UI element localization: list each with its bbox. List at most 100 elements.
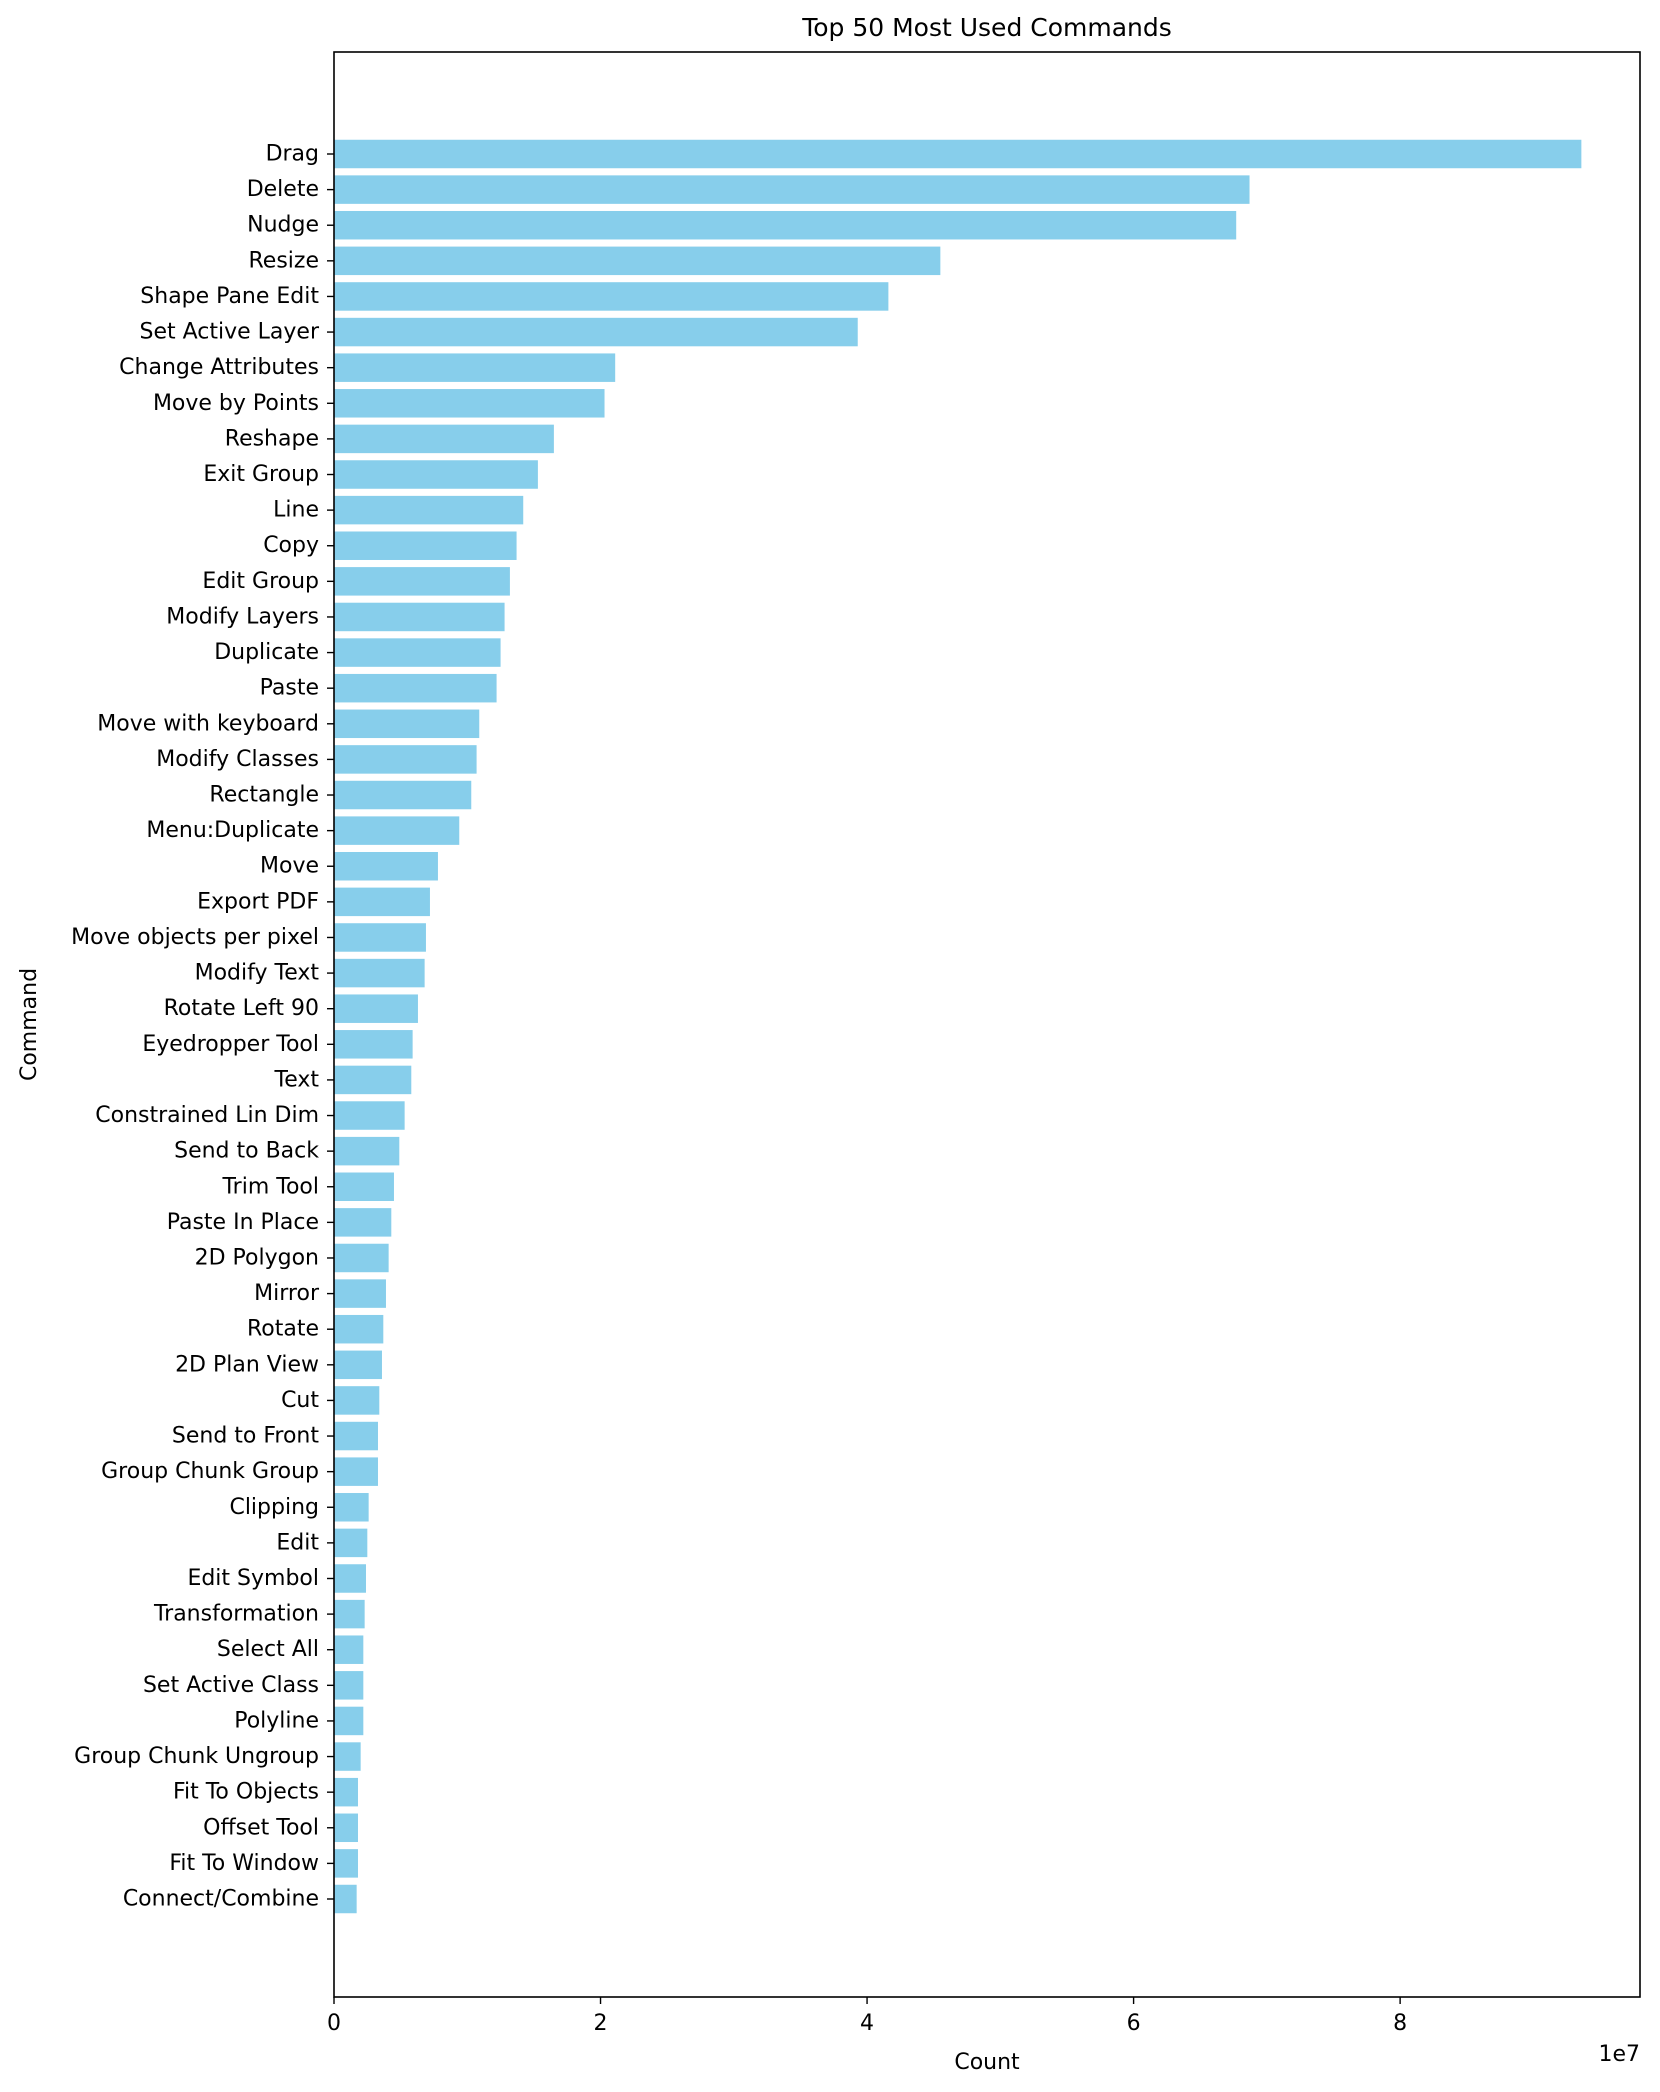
x-tick-label: 8: [1393, 2011, 1407, 2036]
x-axis-label: Count: [954, 2050, 1020, 2075]
bar: [334, 1813, 358, 1843]
y-tick-label: Edit Group: [202, 569, 319, 594]
bar: [334, 816, 460, 845]
y-tick-label: Paste In Place: [167, 1210, 319, 1235]
y-tick-label: Rotate: [247, 1317, 319, 1342]
y-tick-label: Paste: [260, 676, 319, 701]
bar: [334, 1884, 357, 1914]
bar: [334, 602, 505, 632]
y-tick-label: Resize: [249, 248, 320, 273]
x-tick-label: 0: [327, 2011, 341, 2036]
bar: [334, 1421, 378, 1451]
plot-frame: [333, 51, 1641, 1998]
bar: [334, 353, 616, 382]
y-tick-label: Fit To Window: [169, 1851, 319, 1876]
y-tick-labels: Drag Delete Nudge Resize Shape Pane Edit Set …: [71, 142, 334, 1912]
bar: [334, 1136, 400, 1166]
bar: [334, 282, 889, 311]
y-tick-label: Move: [260, 854, 319, 879]
y-tick-label: Select All: [217, 1637, 319, 1662]
bar: [334, 1849, 358, 1878]
y-tick-label: Rectangle: [209, 783, 319, 808]
bar: [334, 709, 480, 739]
y-tick-label: Copy: [263, 533, 319, 558]
bar: [334, 638, 501, 667]
y-tick-label: Transformation: [153, 1602, 319, 1627]
y-tick-label: Constrained Lin Dim: [95, 1103, 319, 1128]
y-tick-label: Exit Group: [203, 462, 319, 487]
bar: [334, 958, 425, 988]
y-tick-label: Clipping: [229, 1495, 319, 1520]
bar: [334, 1065, 412, 1095]
x-ticks: 0 2 4 6 8: [327, 1997, 1407, 2036]
y-tick-label: Cut: [281, 1388, 319, 1413]
y-tick-label: Connect/Combine: [123, 1887, 319, 1912]
y-tick-label: Move objects per pixel: [71, 925, 319, 950]
y-tick-label: Set Active Layer: [139, 320, 319, 345]
bar: [334, 887, 430, 917]
y-tick-label: Nudge: [247, 213, 319, 238]
bar: [334, 745, 477, 774]
bar: [334, 994, 418, 1023]
x-tick-label: 2: [594, 2011, 608, 2036]
bar: [334, 1314, 384, 1344]
bar: [334, 495, 524, 525]
bar: [334, 1386, 380, 1415]
y-tick-label: Send to Front: [172, 1424, 319, 1449]
y-tick-label: Shape Pane Edit: [140, 284, 319, 309]
bar: [334, 1208, 392, 1237]
y-tick-label: Set Active Class: [143, 1673, 319, 1698]
bar: [334, 1635, 364, 1664]
y-tick-label: Eyedropper Tool: [142, 1032, 319, 1057]
bar: [334, 1030, 413, 1059]
y-tick-label: Fit To Objects: [173, 1780, 319, 1805]
bar: [334, 1777, 358, 1807]
y-tick-label: 2D Plan View: [175, 1352, 319, 1377]
bar: [334, 139, 1582, 169]
bar: [334, 852, 438, 881]
bar: [334, 1101, 405, 1130]
y-tick-label: Modify Layers: [166, 604, 319, 629]
x-tick-label: 4: [860, 2011, 874, 2036]
bar: [334, 1528, 368, 1558]
bars-group: [334, 139, 1582, 1914]
bar: [334, 210, 1237, 240]
y-tick-label: Change Attributes: [119, 355, 319, 380]
bar: [334, 1599, 365, 1629]
y-tick-label: Duplicate: [214, 640, 319, 665]
y-tick-label: Trim Tool: [221, 1174, 319, 1199]
y-axis-label: Command: [17, 968, 42, 1081]
x-tick-label: 6: [1127, 2011, 1141, 2036]
y-tick-label: Offset Tool: [203, 1815, 319, 1840]
y-tick-label: Group Chunk Ungroup: [74, 1744, 319, 1769]
bar: [334, 389, 605, 418]
y-tick-label: Line: [273, 498, 319, 523]
bar: [334, 1493, 369, 1522]
y-tick-label: Group Chunk Group: [101, 1459, 319, 1484]
bar: [334, 567, 510, 596]
bar: [334, 1742, 361, 1771]
bar: [334, 1706, 364, 1736]
y-tick-label: Drag: [266, 142, 319, 167]
bar: [334, 460, 538, 489]
y-tick-label: Move by Points: [153, 391, 319, 416]
bar: [334, 317, 858, 347]
bar: [334, 1457, 378, 1486]
bar: [334, 246, 941, 276]
bar: [334, 1350, 382, 1380]
bar: [334, 1172, 394, 1201]
bar: [334, 923, 426, 952]
bar: [334, 175, 1250, 204]
y-tick-label: Edit: [276, 1530, 319, 1555]
y-tick-label: Polyline: [234, 1708, 319, 1733]
bar: [334, 1243, 389, 1273]
bar: [334, 1564, 366, 1593]
y-tick-label: Edit Symbol: [187, 1566, 319, 1591]
y-tick-label: Rotate Left 90: [164, 996, 319, 1021]
y-tick-label: Mirror: [254, 1281, 320, 1306]
y-tick-label: Reshape: [225, 426, 319, 451]
chart-title: Top 50 Most Used Commands: [801, 13, 1172, 42]
bar: [334, 780, 472, 810]
y-tick-label: 2D Polygon: [195, 1245, 319, 1270]
